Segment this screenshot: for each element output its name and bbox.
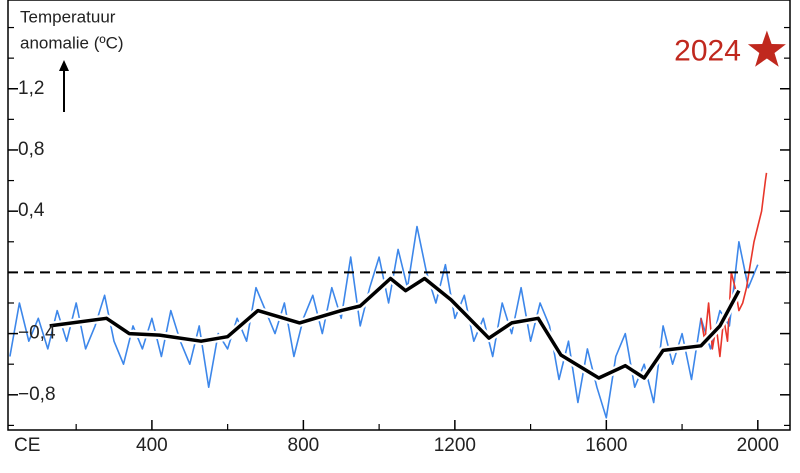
y-tick-label: 0,4 bbox=[18, 200, 45, 221]
y-axis-label: Temperatuur bbox=[20, 7, 116, 26]
x-tick-label: 1600 bbox=[585, 435, 627, 456]
axis-arrow-head bbox=[59, 60, 69, 71]
line-halo bbox=[49, 274, 743, 382]
x-axis-label: CE bbox=[14, 435, 40, 456]
plot-area bbox=[9, 172, 768, 419]
x-tick-label: 400 bbox=[136, 435, 168, 456]
y-tick-label: 1,2 bbox=[18, 78, 44, 99]
x-tick-label: 800 bbox=[288, 435, 320, 456]
series-line bbox=[700, 172, 768, 358]
y-tick-label: −0,8 bbox=[18, 384, 56, 405]
plot-frame bbox=[7, 0, 791, 431]
annotation-star bbox=[747, 30, 786, 67]
x-tick-label: 2000 bbox=[737, 435, 779, 456]
y-tick-label: −0,4 bbox=[18, 323, 56, 344]
annotation-label: 2024 bbox=[674, 34, 741, 67]
y-tick-label: 0,8 bbox=[18, 139, 44, 160]
series-line bbox=[49, 276, 741, 380]
x-tick-label: 1200 bbox=[434, 435, 476, 456]
y-axis-label: anomalie (ºC) bbox=[20, 33, 124, 52]
series-line bbox=[9, 225, 759, 419]
